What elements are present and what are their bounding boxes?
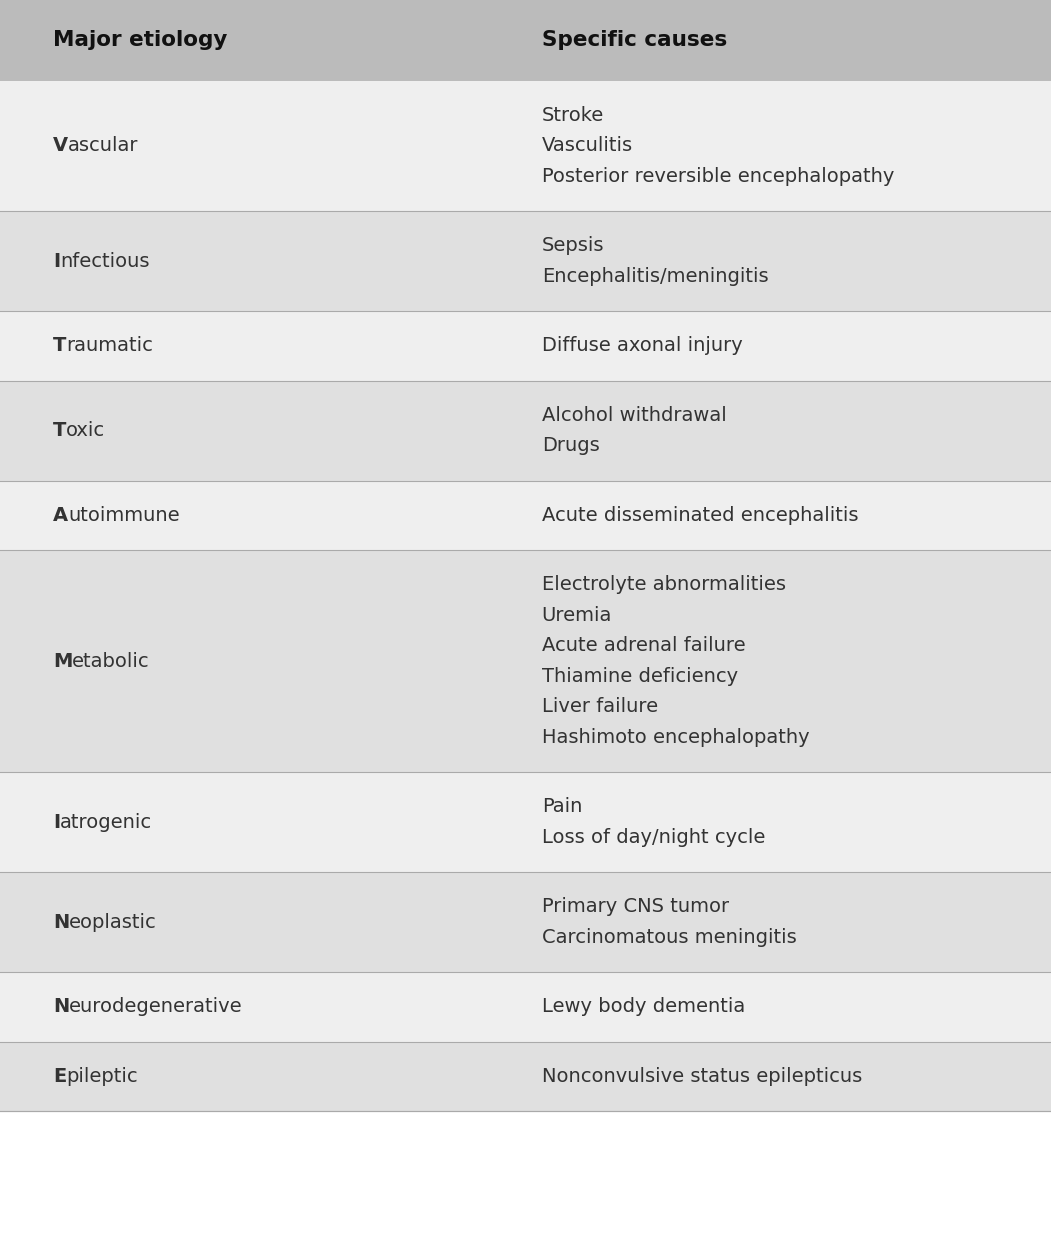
Text: pileptic: pileptic [66, 1066, 138, 1086]
Bar [0, 551, 1051, 773]
Text: E: E [53, 1066, 66, 1086]
Text: N: N [53, 997, 69, 1017]
Text: A: A [53, 506, 68, 525]
Text: Vasculitis: Vasculitis [541, 136, 633, 155]
Text: Lewy body dementia: Lewy body dementia [541, 997, 745, 1017]
Bar [0, 311, 1051, 381]
Bar [0, 1042, 1051, 1111]
Text: eurodegenerative: eurodegenerative [69, 997, 243, 1017]
Bar [0, 381, 1051, 481]
Text: Major etiology: Major etiology [53, 30, 227, 51]
Text: Hashimoto encephalopathy: Hashimoto encephalopathy [541, 728, 809, 746]
Text: I: I [53, 812, 60, 832]
Text: Thiamine deficiency: Thiamine deficiency [541, 667, 738, 686]
Text: Alcohol withdrawal: Alcohol withdrawal [541, 405, 726, 425]
Text: Diffuse axonal injury: Diffuse axonal injury [541, 336, 742, 356]
Bar [0, 872, 1051, 972]
Text: Acute adrenal failure: Acute adrenal failure [541, 636, 745, 655]
Text: Primary CNS tumor: Primary CNS tumor [541, 898, 728, 916]
Text: T: T [53, 336, 66, 356]
Text: Electrolyte abnormalities: Electrolyte abnormalities [541, 575, 786, 594]
Text: M: M [53, 651, 73, 671]
Text: Encephalitis/meningitis: Encephalitis/meningitis [541, 267, 768, 286]
Bar [0, 773, 1051, 872]
Text: T: T [53, 422, 66, 440]
Bar [0, 81, 1051, 211]
Bar [0, 972, 1051, 1042]
Text: Uremia: Uremia [541, 606, 612, 625]
Text: Sepsis: Sepsis [541, 237, 604, 255]
Text: I: I [53, 252, 60, 270]
Text: Pain: Pain [541, 797, 582, 816]
Text: etabolic: etabolic [73, 651, 150, 671]
Text: Drugs: Drugs [541, 436, 599, 455]
Text: oxic: oxic [66, 422, 105, 440]
Text: Acute disseminated encephalitis: Acute disseminated encephalitis [541, 506, 859, 525]
Bar [0, 211, 1051, 311]
Text: Specific causes: Specific causes [541, 30, 727, 51]
Text: Posterior reversible encephalopathy: Posterior reversible encephalopathy [541, 167, 894, 186]
Text: ascular: ascular [68, 136, 139, 155]
Text: Nonconvulsive status epilepticus: Nonconvulsive status epilepticus [541, 1066, 862, 1086]
Text: Loss of day/night cycle: Loss of day/night cycle [541, 828, 765, 847]
Text: Stroke: Stroke [541, 105, 604, 125]
Text: utoimmune: utoimmune [68, 506, 180, 525]
Text: raumatic: raumatic [66, 336, 153, 356]
Text: eoplastic: eoplastic [69, 913, 157, 931]
Text: atrogenic: atrogenic [60, 812, 152, 832]
Text: Liver failure: Liver failure [541, 697, 658, 717]
Text: nfectious: nfectious [60, 252, 149, 270]
Text: Carcinomatous meningitis: Carcinomatous meningitis [541, 928, 797, 947]
Text: V: V [53, 136, 68, 155]
Bar [0, 0, 1051, 81]
Text: N: N [53, 913, 69, 931]
Bar [0, 481, 1051, 551]
